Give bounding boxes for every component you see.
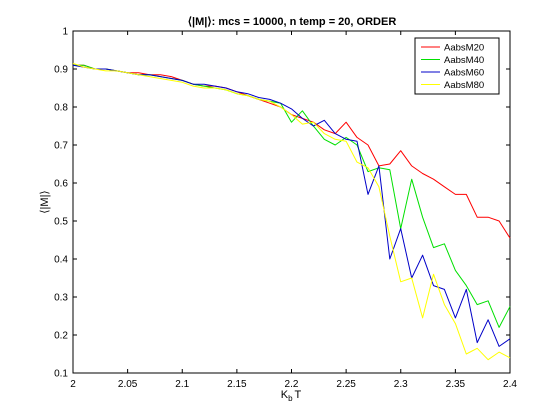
x-tick-label: 2.25 — [336, 379, 356, 390]
x-axis-label-suffix: T — [295, 389, 302, 401]
y-tick-label: 1 — [62, 27, 68, 38]
y-tick-label: 0.6 — [54, 179, 68, 190]
x-tick-label: 2.35 — [446, 379, 466, 390]
y-tick-label: 0.2 — [54, 331, 68, 342]
x-tick-label: 2.05 — [118, 379, 138, 390]
x-axis-label: Kb T — [281, 389, 302, 403]
x-axis: 2 2.05 2.1 2.15 2.2 2.25 2.3 2.35 2.4 — [70, 31, 517, 390]
y-tick-label: 0.3 — [54, 293, 68, 304]
legend-entry-label: AabsM40 — [444, 55, 484, 66]
chart-title: ⟨|M|⟩: mcs = 10000, n temp = 20, ORDER — [188, 16, 397, 28]
y-tick-label: 0.4 — [54, 255, 68, 266]
y-axis: 0.1 0.2 0.3 0.4 0.5 0.6 0.7 0.8 0.9 1 — [54, 27, 510, 380]
series-line-aabsm80 — [72, 62, 511, 361]
legend-entry-label: AabsM20 — [444, 43, 484, 54]
y-tick-label: 0.7 — [54, 141, 68, 152]
series-group — [72, 62, 511, 361]
y-tick-label: 0.5 — [54, 217, 68, 228]
y-tick-label: 0.1 — [54, 369, 68, 380]
x-tick-label: 2.4 — [503, 379, 517, 390]
x-axis-label-main: K — [281, 389, 289, 401]
legend-entry-label: AabsM80 — [444, 80, 484, 91]
x-tick-label: 2.15 — [227, 379, 247, 390]
legend-entry-label: AabsM60 — [444, 68, 484, 79]
x-tick-label: 2 — [70, 379, 76, 390]
y-tick-label: 0.9 — [54, 65, 68, 76]
y-tick-label: 0.8 — [54, 103, 68, 114]
series-line-aabsm60 — [72, 64, 511, 347]
x-tick-label: 2.3 — [394, 379, 408, 390]
x-tick-label: 2.2 — [285, 379, 299, 390]
y-axis-label: ⟨|M|⟩ — [39, 190, 51, 213]
x-axis-label-subscript: b — [288, 394, 293, 403]
x-tick-label: 2.1 — [175, 379, 189, 390]
